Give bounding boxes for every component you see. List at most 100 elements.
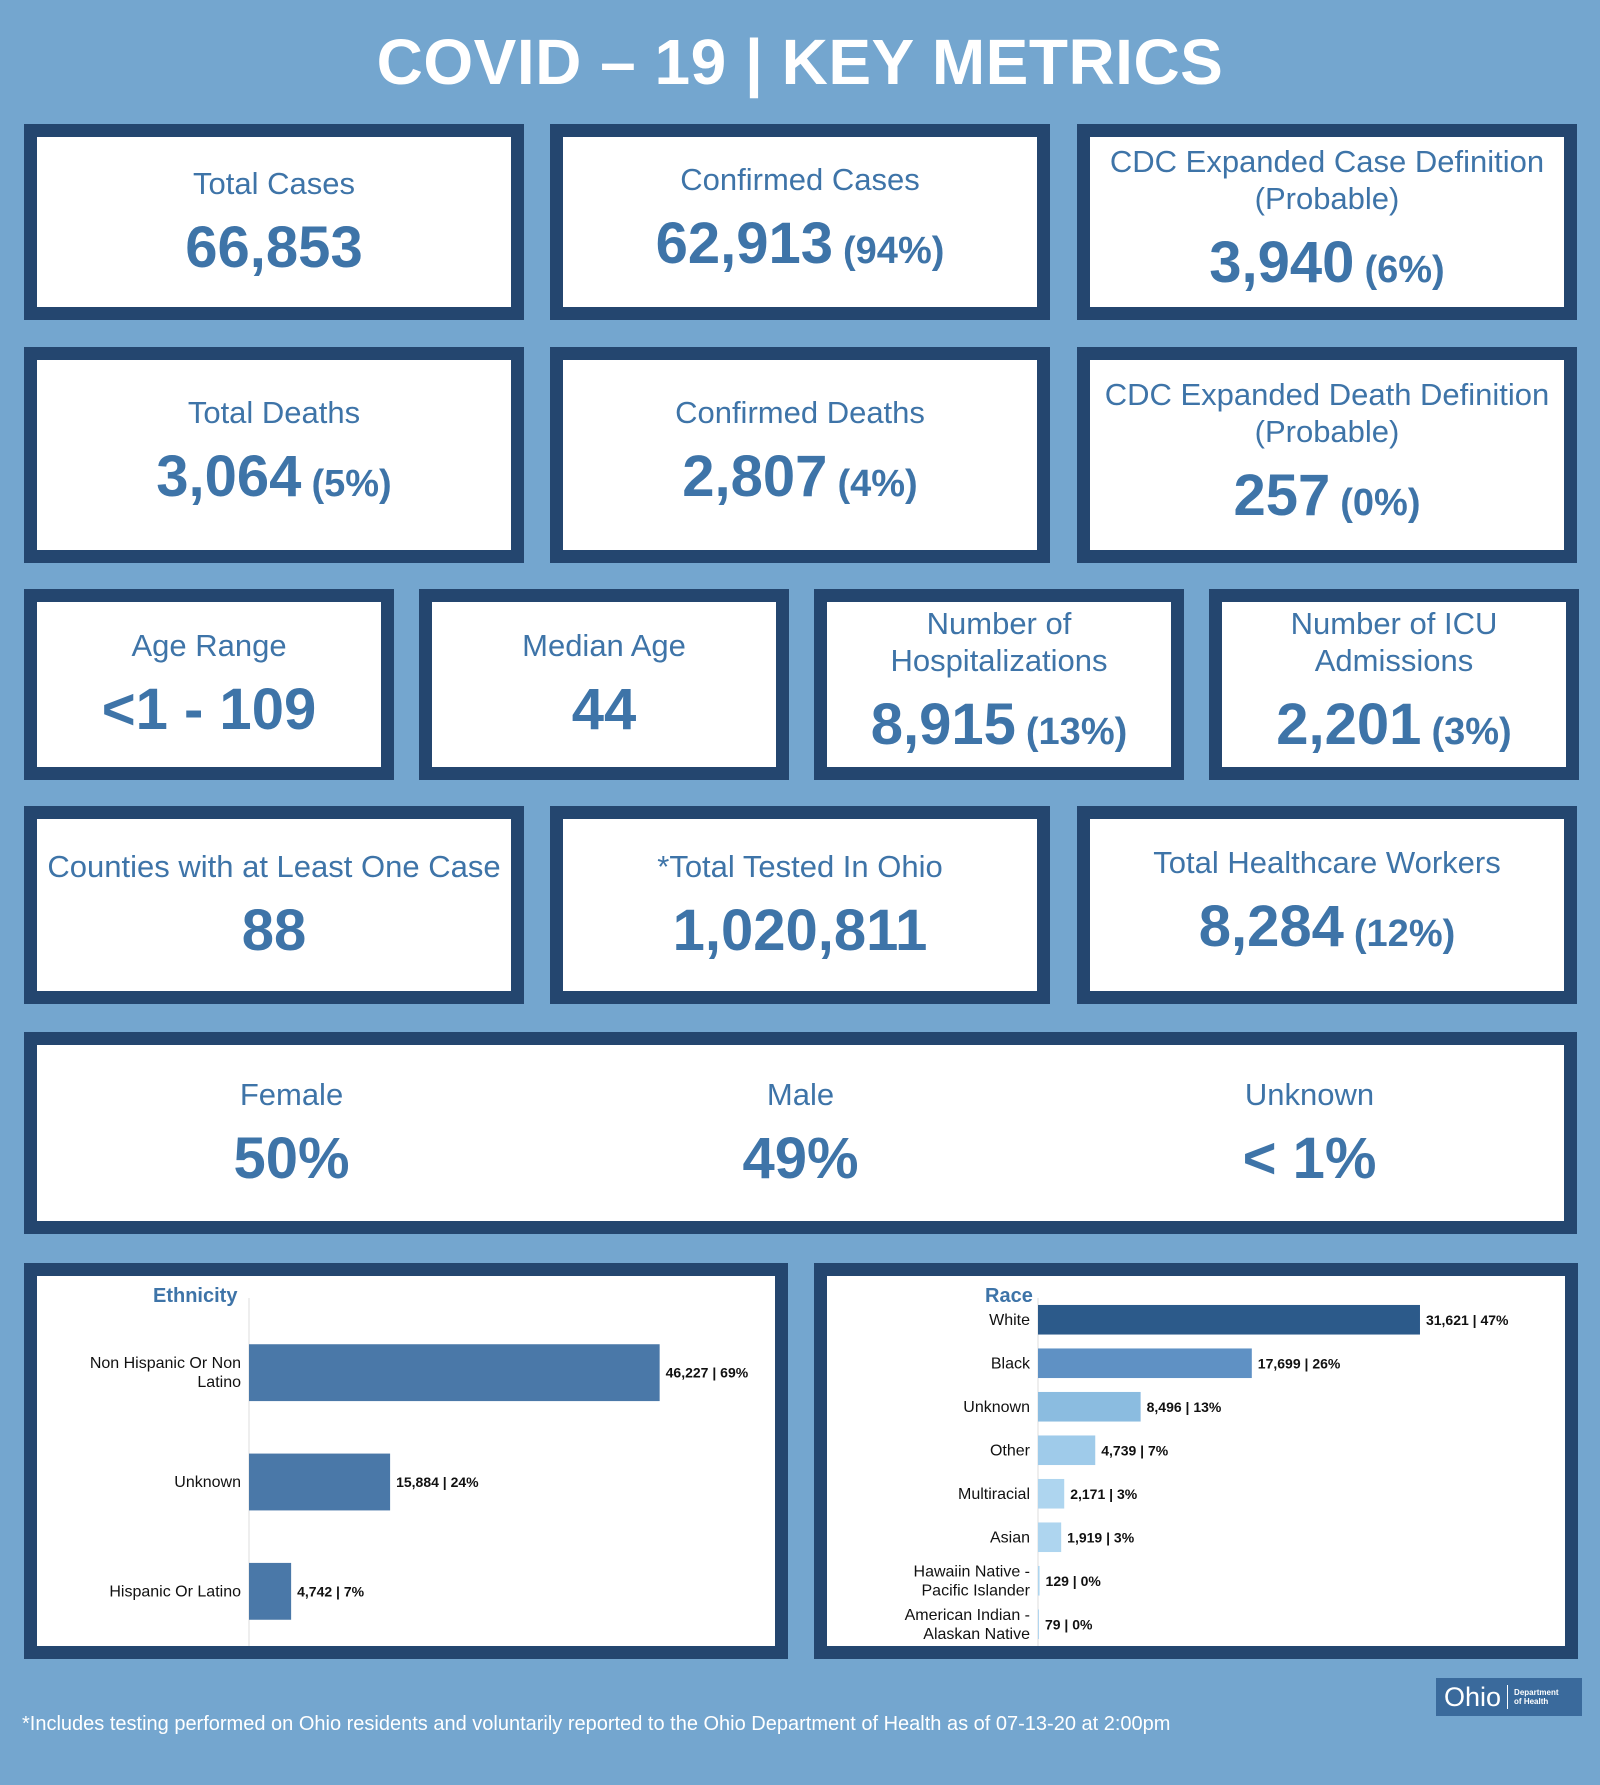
confirmed-cases-value-row: 62,913 (94%) [656,212,945,283]
bar-asian [1038,1522,1062,1553]
bar-hispanic-or-latino [249,1562,292,1620]
counties-label: Counties with at Least One Case [47,848,501,884]
median-age-label: Median Age [522,628,686,663]
data-label-american-indian-alaskan-native: 79 | 0% [1045,1616,1093,1632]
bar-non-hispanic-or-non-latino [249,1344,660,1402]
confirmed-deaths-value: 2,807 [682,444,828,509]
tested-label: *Total Tested In Ohio [657,848,943,884]
total-deaths-value-row: 3,064 (5%) [156,445,391,516]
data-label-black: 17,699 | 26% [1258,1355,1341,1371]
data-label-non-hispanic-or-non-latino: 46,227 | 69% [666,1365,749,1381]
total-cases-card: Total Cases 66,853 [24,124,524,320]
icu-label: Number of ICU Admissions [1290,606,1498,678]
counties-card: Counties with at Least One Case 88 [24,806,524,1004]
category-label-other: Other [990,1442,1031,1459]
probable-cases-label: CDC Expanded Case Definition (Probable) [1109,143,1545,216]
bar-unknown [1038,1391,1141,1422]
icu-card: Number of ICU Admissions 2,201 (3%) [1209,589,1579,780]
logo-sub1: Department [1514,1688,1559,1697]
probable-cases-pct: (6%) [1364,248,1445,291]
category-label-hawaiin-native-pacific-islander: Hawaiin Native -Pacific Islander [914,1563,1031,1599]
data-label-hispanic-or-latino: 4,742 | 7% [297,1583,365,1599]
female-label: Female [239,1076,344,1112]
bar-black [1038,1348,1252,1379]
healthcare-value: 8,284 [1198,894,1344,959]
confirmed-deaths-value-row: 2,807 (4%) [682,445,917,516]
bar-other [1038,1435,1096,1466]
chart-title: Ethnicity [153,1285,238,1307]
probable-deaths-card: CDC Expanded Death Definition (Probable)… [1077,347,1577,563]
confirmed-deaths-label: Confirmed Deaths [675,395,925,430]
probable-deaths-value-row: 257 (0%) [1233,463,1420,535]
icu-pct: (3%) [1431,711,1512,753]
total-deaths-pct: (5%) [311,463,392,505]
total-cases-value: 66,853 [185,214,363,280]
category-label-american-indian-alaskan-native: American Indian -Alaskan Native [905,1607,1030,1643]
counties-value: 88 [241,897,307,963]
data-label-unknown: 15,884 | 24% [396,1474,479,1490]
probable-cases-value: 3,940 [1209,229,1355,295]
bar-unknown [249,1453,391,1511]
bar-american-indian-alaskan-native [1038,1609,1039,1640]
category-label-asian: Asian [990,1529,1030,1546]
male-label: Male [766,1076,835,1112]
bar-hawaiin-native-pacific-islander [1038,1565,1040,1596]
footer-note: *Includes testing performed on Ohio resi… [22,1713,1171,1735]
hospitalizations-card: Number of Hospitalizations 8,915 (13%) [814,589,1184,780]
category-label-multiracial: Multiracial [958,1486,1030,1503]
confirmed-cases-pct: (94%) [843,230,945,272]
confirmed-cases-label: Confirmed Cases [680,162,920,197]
hospitalizations-value-row: 8,915 (13%) [871,693,1128,764]
category-label-black: Black [991,1355,1031,1372]
data-label-unknown: 8,496 | 13% [1147,1399,1222,1415]
hospitalizations-label: Number of Hospitalizations [890,606,1108,678]
median-age-value: 44 [571,677,637,742]
female-value: 50% [233,1125,350,1191]
gender-card: Female 50% Male 49% Unknown < 1% [24,1032,1577,1234]
data-label-white: 31,621 | 47% [1426,1312,1509,1328]
logo-subtitle: Department of Health [1514,1688,1558,1706]
gender-female: Female 50% [37,1045,546,1221]
page-title: COVID – 19 | KEY METRICS [376,26,1224,98]
data-label-other: 4,739 | 7% [1101,1442,1169,1458]
confirmed-cases-value: 62,913 [655,211,834,276]
icu-value-row: 2,201 (3%) [1276,693,1511,764]
hospitalizations-pct: (13%) [1025,711,1128,753]
age-range-label: Age Range [131,628,287,663]
age-range-value: <1 - 109 [101,677,317,742]
unknown-label: Unknown [1244,1076,1375,1112]
logo-sub2: of Health [1514,1697,1549,1706]
chart-title: Race [985,1285,1033,1307]
age-range-card: Age Range <1 - 109 [24,589,394,780]
category-label-unknown: Unknown [963,1399,1030,1416]
category-label-unknown: Unknown [174,1474,241,1491]
ohio-logo: Ohio Department of Health [1436,1678,1582,1716]
race-chart-card: Race White 31,621 | 47% Black 17,699 | 26% Un… [814,1263,1578,1659]
icu-value: 2,201 [1276,692,1422,757]
healthcare-card: Total Healthcare Workers 8,284 (12%) [1077,806,1577,1004]
category-label-non-hispanic-or-non-latino: Non Hispanic Or Non Latino [90,1355,241,1391]
confirmed-cases-card: Confirmed Cases 62,913 (94%) [550,124,1050,320]
tested-card: *Total Tested In Ohio 1,020,811 [550,806,1050,1004]
confirmed-deaths-card: Confirmed Deaths 2,807 (4%) [550,347,1050,563]
total-deaths-label: Total Deaths [187,395,361,430]
race-chart: Race White 31,621 | 47% Black 17,699 | 26% Un… [905,1285,1509,1646]
gender-male: Male 49% [546,1045,1055,1221]
bar-white [1038,1304,1420,1335]
healthcare-value-row: 8,284 (12%) [1199,895,1456,966]
healthcare-pct: (12%) [1353,913,1456,955]
bar-multiracial [1038,1478,1065,1509]
ethnicity-chart-card: Ethnicity Non Hispanic Or Non Latino 46,227… [24,1263,788,1659]
category-label-white: White [989,1312,1030,1329]
probable-cases-value-row: 3,940 (6%) [1209,229,1445,302]
data-label-multiracial: 2,171 | 3% [1070,1486,1138,1502]
gender-unknown: Unknown < 1% [1055,1045,1564,1221]
data-label-asian: 1,919 | 3% [1067,1529,1135,1545]
male-value: 49% [742,1125,859,1191]
median-age-card: Median Age 44 [419,589,789,780]
total-deaths-card: Total Deaths 3,064 (5%) [24,347,524,563]
total-deaths-value: 3,064 [156,444,302,509]
category-label-hispanic-or-latino: Hispanic Or Latino [109,1583,241,1600]
logo-name: Ohio [1444,1682,1502,1712]
data-label-hawaiin-native-pacific-islander: 129 | 0% [1046,1573,1102,1589]
